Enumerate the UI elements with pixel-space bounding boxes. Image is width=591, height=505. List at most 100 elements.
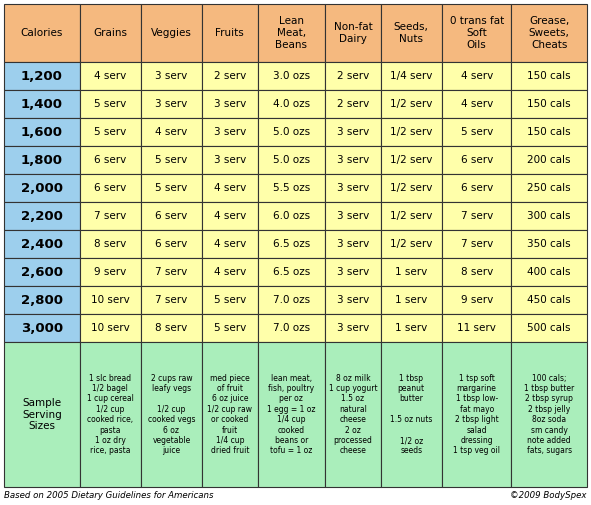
Bar [80, 202, 141, 230]
Text: 2 serv: 2 serv [337, 71, 369, 81]
Bar [258, 258, 325, 286]
Text: 5 serv: 5 serv [460, 127, 493, 137]
Text: Calories: Calories [21, 28, 63, 38]
Bar [258, 90, 325, 118]
Text: 450 cals: 450 cals [527, 295, 571, 305]
Bar [258, 174, 325, 202]
Text: 6.0 ozs: 6.0 ozs [273, 211, 310, 221]
Bar [511, 258, 587, 286]
Text: 1,400: 1,400 [21, 97, 63, 111]
Bar [4, 286, 80, 314]
Bar [325, 314, 381, 342]
Text: Lean
Meat,
Beans: Lean Meat, Beans [275, 16, 307, 49]
Bar [511, 118, 587, 146]
Bar [141, 230, 202, 258]
Bar [258, 4, 325, 62]
Bar [381, 202, 442, 230]
Text: 2,600: 2,600 [21, 266, 63, 278]
Bar [511, 286, 587, 314]
Text: 1/2 serv: 1/2 serv [390, 239, 433, 249]
Text: Fruits: Fruits [216, 28, 244, 38]
Bar [4, 258, 80, 286]
Text: 200 cals: 200 cals [527, 155, 571, 165]
Text: Non-fat
Dairy: Non-fat Dairy [333, 22, 372, 44]
Text: 1/2 serv: 1/2 serv [390, 211, 433, 221]
Text: 7 serv: 7 serv [155, 267, 187, 277]
Bar [80, 286, 141, 314]
Bar [258, 118, 325, 146]
Text: 5.0 ozs: 5.0 ozs [273, 127, 310, 137]
Bar [381, 4, 442, 62]
Text: 9 serv: 9 serv [460, 295, 493, 305]
Bar [325, 118, 381, 146]
Bar [80, 146, 141, 174]
Bar [202, 202, 258, 230]
Bar [80, 230, 141, 258]
Text: 6 serv: 6 serv [460, 183, 493, 193]
Text: 3.0 ozs: 3.0 ozs [273, 71, 310, 81]
Text: Grains: Grains [93, 28, 127, 38]
Bar [325, 202, 381, 230]
Bar [442, 258, 511, 286]
Bar [4, 90, 80, 118]
Text: 150 cals: 150 cals [527, 71, 571, 81]
Text: 100 cals;
1 tbsp butter
2 tbsp syrup
2 tbsp jelly
8oz soda
sm candy
note added
f: 100 cals; 1 tbsp butter 2 tbsp syrup 2 t… [524, 374, 574, 456]
Bar [80, 258, 141, 286]
Bar [141, 342, 202, 487]
Text: 1/2 serv: 1/2 serv [390, 183, 433, 193]
Bar [381, 146, 442, 174]
Bar [4, 4, 80, 62]
Text: 3 serv: 3 serv [337, 211, 369, 221]
Bar [4, 314, 80, 342]
Text: 7 serv: 7 serv [460, 211, 493, 221]
Text: 8 serv: 8 serv [94, 239, 126, 249]
Text: 1 slc bread
1/2 bagel
1 cup cereal
1/2 cup
cooked rice,
pasta
1 oz dry
rice, pas: 1 slc bread 1/2 bagel 1 cup cereal 1/2 c… [87, 374, 134, 456]
Text: ©2009 BodySpex: ©2009 BodySpex [511, 491, 587, 500]
Text: 1,600: 1,600 [21, 126, 63, 138]
Text: 5 serv: 5 serv [94, 99, 126, 109]
Text: 8 serv: 8 serv [155, 323, 187, 333]
Text: 5 serv: 5 serv [94, 127, 126, 137]
Text: 3,000: 3,000 [21, 322, 63, 334]
Text: 2 serv: 2 serv [214, 71, 246, 81]
Bar [4, 62, 80, 90]
Bar [4, 174, 80, 202]
Text: 5 serv: 5 serv [155, 183, 187, 193]
Bar [141, 174, 202, 202]
Text: 7.0 ozs: 7.0 ozs [273, 295, 310, 305]
Text: 5.0 ozs: 5.0 ozs [273, 155, 310, 165]
Text: Seeds,
Nuts: Seeds, Nuts [394, 22, 428, 44]
Bar [4, 118, 80, 146]
Bar [80, 62, 141, 90]
Text: 6 serv: 6 serv [460, 155, 493, 165]
Text: 2,000: 2,000 [21, 181, 63, 194]
Bar [202, 146, 258, 174]
Bar [511, 90, 587, 118]
Text: 1,800: 1,800 [21, 154, 63, 167]
Bar [258, 314, 325, 342]
Bar [80, 174, 141, 202]
Bar [202, 90, 258, 118]
Text: 150 cals: 150 cals [527, 99, 571, 109]
Bar [442, 202, 511, 230]
Bar [141, 90, 202, 118]
Text: 1/2 serv: 1/2 serv [390, 127, 433, 137]
Text: 3 serv: 3 serv [214, 99, 246, 109]
Bar [4, 146, 80, 174]
Bar [202, 286, 258, 314]
Text: 5 serv: 5 serv [214, 323, 246, 333]
Text: 6 serv: 6 serv [94, 155, 126, 165]
Bar [511, 174, 587, 202]
Bar [381, 230, 442, 258]
Bar [381, 286, 442, 314]
Text: 4 serv: 4 serv [155, 127, 187, 137]
Bar [258, 202, 325, 230]
Text: 3 serv: 3 serv [214, 127, 246, 137]
Text: 4 serv: 4 serv [214, 211, 246, 221]
Text: 1,200: 1,200 [21, 70, 63, 82]
Bar [202, 230, 258, 258]
Bar [80, 342, 141, 487]
Text: 150 cals: 150 cals [527, 127, 571, 137]
Text: 2,200: 2,200 [21, 210, 63, 223]
Bar [202, 342, 258, 487]
